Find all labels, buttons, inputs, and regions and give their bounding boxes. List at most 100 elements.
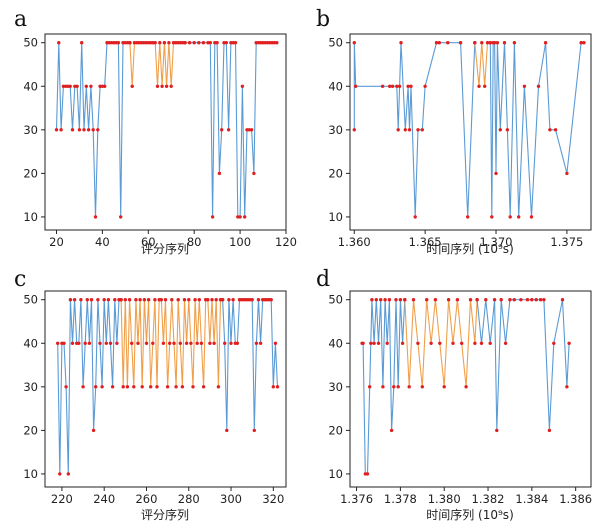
data-point <box>479 341 484 345</box>
data-point <box>495 41 500 45</box>
data-point <box>433 298 438 302</box>
data-point <box>392 385 396 389</box>
data-point <box>269 298 273 302</box>
data-point <box>115 341 119 345</box>
data-point <box>68 84 72 89</box>
data-point <box>354 84 358 89</box>
x-axis-label: 评分序列 <box>141 241 189 256</box>
data-point <box>223 341 227 345</box>
data-point <box>522 84 527 89</box>
data-point <box>212 341 216 345</box>
data-point <box>438 341 442 345</box>
data-point <box>434 41 439 45</box>
x-tick-label: 120 <box>275 235 297 249</box>
plot-frame <box>349 33 592 231</box>
data-point <box>519 298 523 302</box>
y-tick-label: 10 <box>23 467 38 481</box>
data-point <box>98 341 102 345</box>
data-point <box>127 298 132 302</box>
data-point <box>91 428 96 433</box>
data-point <box>488 41 492 45</box>
data-point <box>180 385 185 389</box>
data-point <box>396 385 400 389</box>
data-point <box>70 128 75 132</box>
data-point <box>206 298 210 302</box>
markers <box>360 298 571 476</box>
data-point <box>512 298 516 302</box>
data-point <box>437 41 441 45</box>
data-point <box>442 385 446 389</box>
data-point <box>420 128 424 132</box>
data-point <box>536 84 541 89</box>
data-point <box>396 128 400 132</box>
data-point <box>130 84 134 89</box>
data-point <box>161 341 166 345</box>
data-point <box>399 41 403 45</box>
y-tick-label: 30 <box>23 123 38 137</box>
data-point <box>169 84 173 89</box>
x-tick-label: 260 <box>135 492 157 506</box>
data-point <box>174 385 178 389</box>
ticks: 20 40 60 80 100 120 10 20 30 40 50 <box>23 36 297 249</box>
data-point <box>473 41 477 45</box>
data-point <box>103 84 107 89</box>
data-point <box>369 341 373 345</box>
data-point <box>542 298 546 302</box>
data-point <box>75 84 79 89</box>
data-point <box>66 472 71 476</box>
data-point <box>485 41 490 45</box>
data-point <box>446 298 451 302</box>
data-point <box>100 385 104 389</box>
panel-letter: a <box>14 7 27 32</box>
data-point <box>464 385 468 389</box>
data-point <box>83 341 87 345</box>
data-point <box>477 84 481 89</box>
data-point <box>252 171 256 176</box>
data-point <box>416 341 420 345</box>
data-point <box>182 298 187 302</box>
data-point <box>240 84 245 89</box>
data-point <box>193 298 197 302</box>
x-tick-label: 300 <box>220 492 242 506</box>
data-point <box>153 298 157 302</box>
data-point <box>499 298 503 302</box>
data-point <box>91 128 95 132</box>
data-point <box>225 428 229 433</box>
data-point <box>406 84 410 89</box>
data-point <box>483 84 487 89</box>
data-point <box>361 341 365 345</box>
y-tick-label: 40 <box>328 336 343 350</box>
x-axis-label: 时间序列 (10⁹s) <box>426 241 514 256</box>
x-axis-label: 时间序列 (10⁹s) <box>426 507 514 522</box>
data-point <box>189 341 193 345</box>
data-point <box>413 215 417 219</box>
data-point <box>468 298 473 302</box>
series-line-blue <box>222 299 279 431</box>
data-point <box>183 41 187 45</box>
data-point <box>385 341 389 345</box>
data-point <box>89 298 94 302</box>
data-point <box>108 341 113 345</box>
x-tick-label: 280 <box>178 492 200 506</box>
data-point <box>164 84 169 89</box>
data-point <box>77 341 81 345</box>
x-tick-label: 1.384 <box>515 492 548 506</box>
data-point <box>494 171 498 176</box>
data-point <box>104 341 109 345</box>
data-point <box>96 128 100 132</box>
data-point <box>451 341 455 345</box>
data-point <box>475 298 479 302</box>
series-line-blue <box>353 42 476 218</box>
data-point <box>85 298 90 302</box>
x-tick-label: 60 <box>141 235 156 249</box>
series-line-orange <box>474 42 491 87</box>
data-point <box>167 41 171 45</box>
data-point <box>77 128 82 132</box>
y-tick-label: 10 <box>23 210 38 224</box>
data-point <box>197 41 201 45</box>
data-point <box>275 385 280 389</box>
y-tick-label: 20 <box>328 423 343 437</box>
data-point <box>492 298 497 302</box>
data-point <box>480 41 484 45</box>
